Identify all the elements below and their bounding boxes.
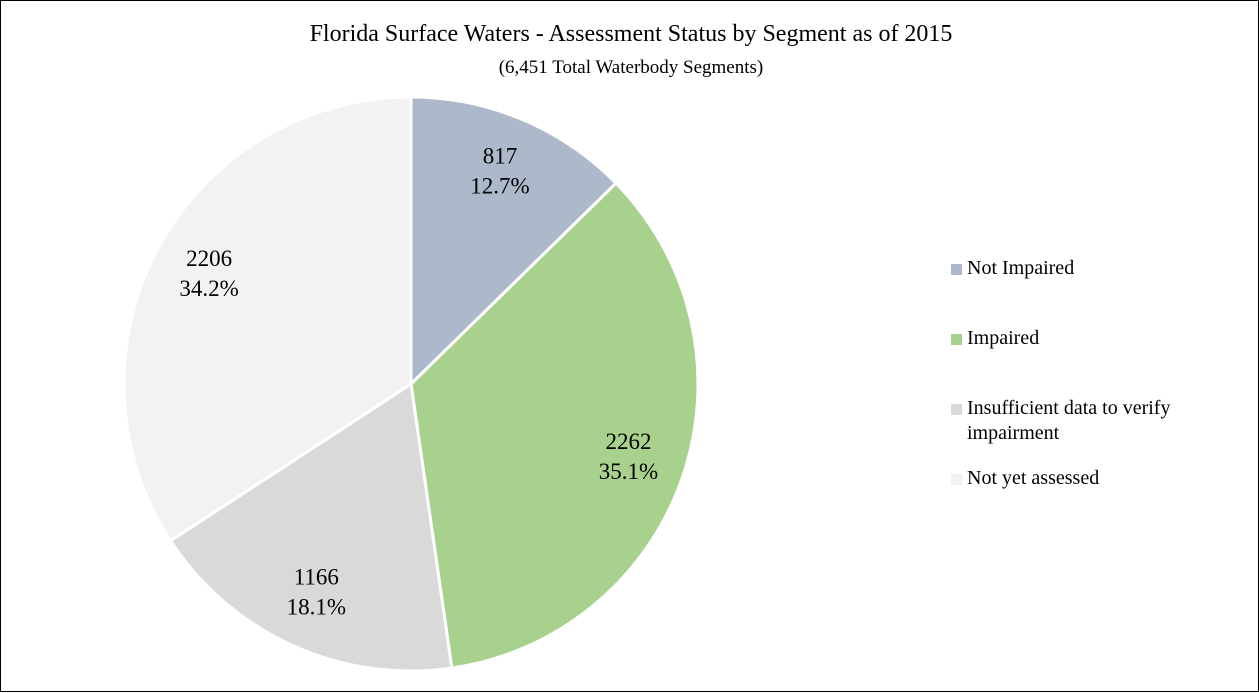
slice-percent-label: 34.2%: [179, 276, 238, 301]
legend-swatch: [951, 334, 962, 345]
legend-swatch: [951, 474, 962, 485]
slice-value-label: 2262: [605, 429, 651, 454]
pie-slice: [122, 95, 413, 543]
legend-item: Impaired: [951, 326, 1237, 351]
legend-item: Not Impaired: [951, 256, 1237, 281]
pie-slice: [409, 95, 619, 388]
legend-label: Not yet assessed: [967, 467, 1100, 489]
slice-value-label: 1166: [294, 564, 339, 589]
chart-title: Florida Surface Waters - Assessment Stat…: [310, 21, 953, 47]
legend-label: Impaired: [967, 327, 1040, 349]
slice-value-label: 2206: [186, 246, 232, 271]
legend-swatch: [951, 404, 962, 415]
slice-percent-label: 18.1%: [287, 594, 346, 619]
legend-item: Not yet assessed: [951, 466, 1237, 491]
legend-label: Not Impaired: [967, 257, 1075, 279]
slice-percent-label: 35.1%: [599, 459, 658, 484]
slice-percent-label: 12.7%: [470, 174, 529, 199]
chart-subtitle: (6,451 Total Waterbody Segments): [499, 57, 764, 78]
legend-swatch: [951, 264, 962, 275]
pie-slice: [168, 381, 454, 673]
slice-value-label: 817: [483, 144, 518, 169]
legend-label: Insufficient data to verify impairment: [967, 397, 1171, 444]
pie-slice: [409, 181, 700, 670]
legend-item: Insufficient data to verify impairment: [951, 396, 1222, 446]
